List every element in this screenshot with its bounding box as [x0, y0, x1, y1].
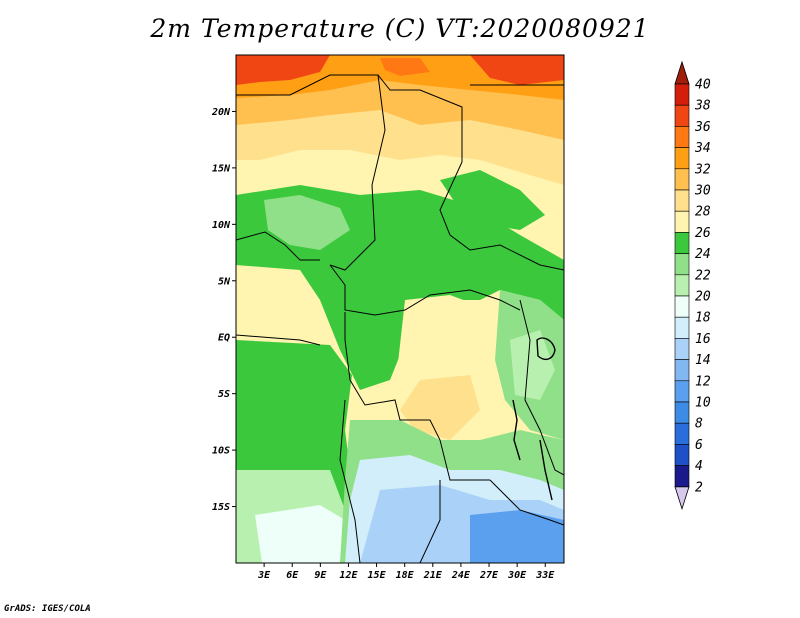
lon-tick-label: 33E — [535, 570, 555, 581]
colorbar-band — [674, 444, 690, 466]
colorbar-band — [674, 422, 690, 445]
colorbar-label: 18 — [695, 311, 711, 326]
colorbar-label: 4 — [695, 459, 703, 474]
colorbar-label: 12 — [695, 374, 711, 389]
colorbar-band — [674, 83, 690, 106]
lon-tick-label: 27E — [479, 570, 499, 581]
colorbar-band — [674, 359, 690, 382]
lat-tick-label: 10S — [212, 446, 230, 457]
colorbar-band — [674, 380, 690, 403]
latitude-axis: 20N 15N 10N 5N EQ 5S 10S 15S — [211, 107, 236, 513]
lon-tick-label: 3E — [257, 570, 271, 581]
colorbar-bottom-arrow — [674, 486, 690, 511]
colorbar-label: 22 — [695, 268, 711, 283]
lat-tick-label: 15S — [212, 502, 230, 513]
colorbar-band — [674, 465, 690, 488]
lon-tick-label: 15E — [368, 570, 387, 581]
lon-tick-label: 24E — [451, 570, 471, 581]
colorbar-band — [674, 316, 690, 339]
colorbar-band — [674, 338, 690, 360]
colorbar: 40 38 36 34 32 30 28 26 24 22 20 18 16 14 12 10 8 6 4 2 — [674, 60, 711, 511]
colorbar-label: 40 — [695, 78, 711, 93]
lon-tick-label: 12E — [339, 570, 358, 581]
country-borders — [236, 74, 564, 563]
colorbar-band — [674, 274, 690, 297]
colorbar-band — [674, 253, 690, 276]
colorbar-band — [674, 401, 690, 424]
colorbar-label: 6 — [695, 438, 703, 453]
colorbar-label: 16 — [695, 332, 711, 347]
temperature-field — [236, 55, 564, 563]
lat-tick-label: 5N — [218, 276, 231, 287]
colorbar-band — [674, 210, 690, 233]
lat-tick-label: EQ — [218, 333, 230, 344]
colorbar-label: 10 — [695, 396, 711, 411]
colorbar-band — [674, 104, 690, 127]
colorbar-label: 36 — [694, 120, 711, 135]
colorbar-label: 8 — [695, 417, 703, 432]
lat-tick-label: 10N — [212, 220, 231, 231]
colorbar-label: 20 — [695, 290, 711, 305]
lon-tick-label: 30E — [507, 570, 527, 581]
longitude-axis: 3E 6E 9E 12E 15E 18E 21E 24E 27E 30E 33E — [257, 563, 555, 581]
colorbar-band — [674, 189, 690, 212]
colorbar-band — [674, 168, 690, 191]
lat-tick-label: 20N — [211, 107, 231, 118]
colorbar-label: 32 — [694, 162, 711, 177]
colorbar-band — [674, 232, 690, 254]
colorbar-band — [674, 126, 690, 148]
colorbar-label: 30 — [694, 184, 711, 199]
lake-outlines — [512, 337, 556, 501]
colorbar-band — [674, 147, 690, 170]
lat-tick-label: 5S — [218, 389, 230, 400]
lat-tick-label: 15N — [212, 163, 231, 174]
lon-tick-label: 9E — [314, 570, 327, 581]
lon-tick-label: 6E — [286, 570, 299, 581]
plot-frame — [235, 54, 565, 564]
map-title: 2m Temperature (C) VT:2020080921 — [150, 14, 650, 43]
colorbar-top-arrow — [674, 60, 690, 85]
lon-tick-label: 18E — [396, 570, 415, 581]
colorbar-label: 2 — [695, 480, 703, 495]
colorbar-label: 14 — [695, 353, 711, 368]
colorbar-label: 24 — [695, 247, 711, 262]
colorbar-label: 26 — [695, 226, 711, 241]
colorbar-label: 38 — [694, 99, 711, 114]
colorbar-label: 34 — [694, 141, 711, 156]
colorbar-band — [674, 295, 690, 318]
grads-credit: GrADS: IGES/COLA — [4, 604, 91, 614]
lon-tick-label: 21E — [423, 570, 443, 581]
colorbar-label: 28 — [695, 205, 711, 220]
